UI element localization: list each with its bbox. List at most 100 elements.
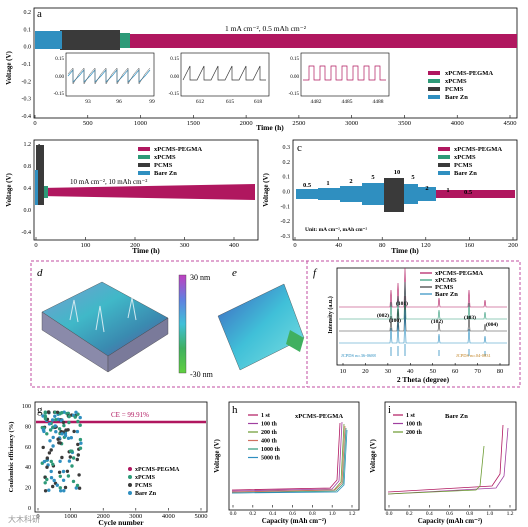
legend-swatch-barezn	[428, 95, 440, 99]
legend-label-pegma: xPCMS-PEGMA	[135, 467, 180, 473]
inset-1-ytick-bot: -0.15	[54, 92, 65, 97]
panel-c: c Voltage (V) Time (h) 0.3 0.2 0.1 0.0 -0.1 -…	[262, 139, 518, 255]
panel-i-curve-100th	[387, 427, 509, 495]
x-tick-label: 0.2	[406, 511, 413, 517]
panel-f-legend: xPCMS-PEGMA xPCMS PCMS Bare Zn	[420, 270, 483, 298]
y-tick-label: -0.2	[22, 79, 32, 85]
x-tick-label: 300	[180, 242, 190, 249]
x-tick-label: 2500	[292, 120, 305, 127]
ce-data-point	[51, 435, 55, 440]
legend-dot-pegma	[128, 467, 132, 471]
panel-c-frame	[292, 139, 518, 241]
x-tick-label: 0.4	[269, 511, 276, 517]
y-tick-label: 60	[25, 445, 31, 451]
panel-a-legend: xPCMS-PEGMA xPCMS PCMS Bare Zn	[428, 70, 493, 101]
ce-data-point	[51, 444, 55, 448]
ce-data-point	[67, 420, 71, 425]
legend-label-barezn: Bare Zn	[135, 491, 157, 497]
panel-c-xlabel: Time (h)	[391, 246, 419, 255]
x-tick-label: 200	[130, 242, 140, 249]
x-tick-label: 120	[421, 242, 431, 249]
legend-label-pcms: PCMS	[454, 162, 473, 169]
y-tick-label: 0.8	[24, 164, 32, 170]
x-tick-label: 1.2	[349, 511, 356, 517]
ce-data-point	[48, 428, 53, 432]
panel-b-frame	[33, 139, 259, 241]
panel-d-label: d	[37, 267, 43, 279]
ce-data-point	[55, 483, 59, 487]
panels-def-border	[30, 260, 521, 388]
x-tick-label: 1.0	[486, 511, 493, 517]
y-tick-label: 0.4	[24, 186, 32, 192]
inset-1-xtick-3: 99	[149, 99, 155, 105]
x-tick-label: 70	[474, 368, 481, 375]
ce-data-point	[49, 459, 53, 464]
ce-data-point	[66, 474, 71, 478]
legend-label-pcms: PCMS	[445, 86, 464, 93]
inset-2-xtick-3: 618	[254, 99, 263, 105]
rate-label: 1	[326, 180, 329, 187]
x-tick-label: 2000	[97, 513, 110, 520]
ce-data-point	[47, 422, 52, 426]
ce-data-point	[45, 477, 49, 482]
x-tick-label: 1.0	[329, 511, 336, 517]
panel-b-trace-pcms	[36, 145, 44, 205]
panel-c-trace-barezn	[296, 180, 436, 208]
y-tick-label: -0.1	[22, 62, 32, 68]
inset-2-ytick-mid: 0.00	[170, 75, 179, 80]
x-tick-label: 0.0	[386, 511, 393, 517]
legend-label-xpcms: xPCMS	[435, 277, 457, 284]
inset-1-frame	[65, 52, 155, 97]
panel-b-trace-pegma	[40, 184, 255, 200]
ce-data-point	[54, 418, 58, 422]
ce-data-point	[45, 465, 49, 469]
x-tick-label: 1500	[187, 120, 200, 127]
legend-label: 400 th	[261, 439, 277, 445]
panel-a-frame	[33, 7, 518, 119]
panel-a-ylabel: Voltage (V)	[5, 50, 13, 84]
x-tick-label: 500	[83, 120, 93, 127]
ce-data-point	[72, 429, 76, 434]
x-tick-label: 4000	[451, 120, 464, 127]
inset-3-xtick-2: 4485	[342, 99, 353, 105]
y-tick-label: 0.0	[24, 208, 32, 214]
panel-i-frame	[384, 401, 517, 511]
inset-3-frame	[300, 52, 390, 97]
rate-label: 1	[446, 187, 449, 194]
x-tick-label: 1000	[134, 120, 147, 127]
x-tick-label: 3000	[345, 120, 358, 127]
panel-b-xlabel: Time (h)	[132, 246, 160, 255]
panel-d: d	[37, 267, 169, 373]
ce-data-point	[62, 489, 66, 493]
ce-data-point	[59, 489, 63, 493]
ce-data-point	[61, 420, 66, 425]
ce-data-point	[66, 436, 71, 440]
y-tick-label: 0.2	[283, 160, 291, 166]
inset-3-xtick-1: 4482	[311, 99, 322, 105]
ce-data-point	[52, 478, 56, 483]
ce-data-point	[76, 419, 80, 424]
ce-data-point	[75, 457, 80, 462]
panel-i-label: i	[388, 404, 391, 416]
legend-swatch-barezn	[438, 171, 450, 175]
x-tick-label: 1.2	[507, 511, 514, 517]
panel-a-yticks: 0.2 0.1 0.0 -0.1 -0.2 -0.3 -0.4	[22, 10, 32, 120]
ce-data-point	[69, 436, 74, 440]
peak-label-101: (101)	[396, 300, 408, 307]
panel-b-yticks: 1.2 0.8 0.4 0.0 -0.4	[22, 142, 32, 236]
legend-label-pegma: xPCMS-PEGMA	[154, 146, 202, 153]
inset-1-trace-pcms	[67, 67, 151, 85]
panel-a-inset-2: 0.15 0.00 -0.15 612 615 618	[169, 52, 270, 105]
ce-data-point	[50, 418, 55, 422]
ce-data-point	[76, 453, 81, 457]
legend-dot-barezn	[128, 491, 132, 495]
panel-i-xlabel: Capacity (mAh cm⁻²)	[418, 517, 483, 525]
inset-2-xtick-2: 615	[226, 99, 235, 105]
panel-i-title: Bare Zn	[445, 413, 468, 420]
panel-a-trace-pcms	[60, 30, 120, 50]
panel-g-scatter	[40, 410, 83, 493]
ce-data-point	[58, 474, 62, 478]
xrd-pattern-pcms	[339, 295, 507, 332]
rate-label: 2	[425, 185, 428, 192]
x-tick-label: 30	[385, 368, 392, 375]
